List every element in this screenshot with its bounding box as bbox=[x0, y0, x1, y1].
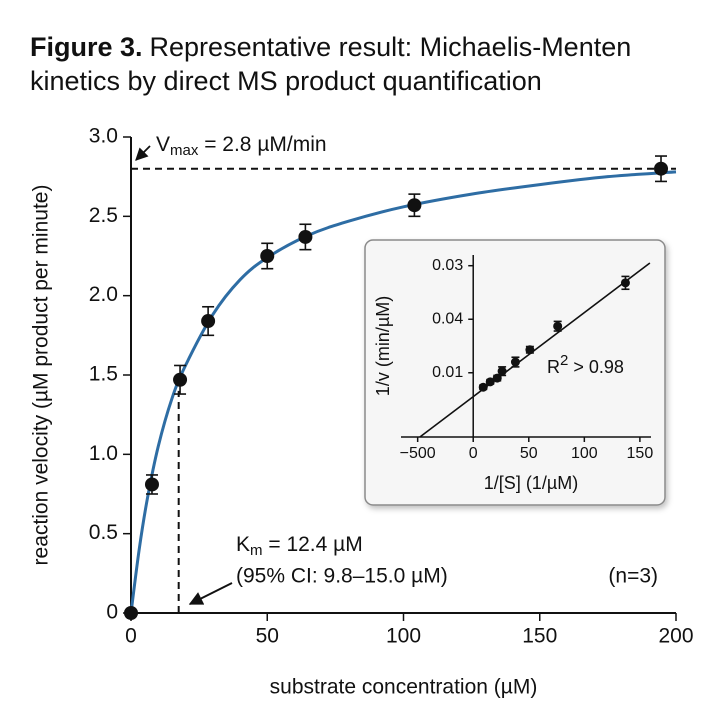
inset-panel bbox=[364, 239, 666, 506]
x-tick-label: 100 bbox=[386, 625, 421, 648]
n-label: (n=3) bbox=[608, 565, 658, 588]
x-tick-label: 200 bbox=[658, 625, 693, 648]
data-point bbox=[510, 357, 520, 367]
y-axis-label: reaction velocity (µM product per minute… bbox=[30, 185, 53, 566]
r2-label-sup: 2 bbox=[560, 352, 568, 369]
x-tick-label: 150 bbox=[627, 445, 654, 462]
chart-title: kinetics by direct MS product quantifica… bbox=[30, 66, 542, 96]
chart-title: Figure 3. Representative result: Michaeli… bbox=[30, 32, 631, 62]
r2-label-main: R bbox=[547, 357, 560, 377]
y-tick-label: 3.0 bbox=[89, 125, 118, 148]
y-tick-label: 0.5 bbox=[89, 521, 118, 544]
data-point bbox=[407, 198, 422, 213]
data-point bbox=[260, 249, 275, 263]
y-axis-label: 1/v (min/µM) bbox=[373, 296, 393, 396]
x-axis-label: 1/[S] (1/µM) bbox=[484, 473, 578, 493]
y-tick-label: 1.0 bbox=[89, 442, 118, 465]
r2-label-rest: > 0.98 bbox=[568, 357, 624, 377]
data-point bbox=[553, 321, 563, 331]
vmax-label-sub: max bbox=[170, 142, 199, 159]
title-figure: Figure 3. bbox=[30, 32, 143, 62]
data-point bbox=[173, 372, 188, 387]
title-line: Representative result: Michaelis-Menten bbox=[150, 32, 632, 62]
data-point bbox=[620, 278, 630, 288]
data-point bbox=[497, 366, 507, 376]
r2-label: R2 > 0.98 bbox=[547, 352, 624, 377]
y-tick-label: 0.01 bbox=[432, 364, 463, 381]
data-point bbox=[124, 606, 138, 620]
x-tick-label: 0 bbox=[125, 625, 137, 648]
km-label-rest: = 12.4 µM bbox=[263, 533, 363, 556]
data-point bbox=[298, 229, 313, 244]
km-label-main: K bbox=[236, 533, 250, 556]
x-tick-label: 50 bbox=[520, 445, 538, 462]
data-point bbox=[654, 161, 669, 176]
fit-curve bbox=[419, 262, 651, 438]
km-label-sub: m bbox=[250, 542, 263, 559]
data-point bbox=[485, 377, 495, 387]
data-point bbox=[525, 345, 535, 355]
fit-curve bbox=[129, 170, 677, 614]
y-tick-label: 1.5 bbox=[89, 363, 118, 386]
x-tick-label: 150 bbox=[522, 625, 557, 648]
ci-label: (95% CI: 9.8–15.0 µM) bbox=[236, 565, 448, 588]
data-point bbox=[201, 314, 216, 329]
y-tick-label: 0.04 bbox=[432, 310, 463, 327]
x-tick-label: 50 bbox=[256, 625, 279, 648]
x-tick-label: 0 bbox=[469, 445, 478, 462]
km-arrow bbox=[188, 582, 233, 605]
vmax-label-rest: = 2.8 µM/min bbox=[198, 133, 326, 156]
data-point bbox=[144, 477, 159, 492]
data-point bbox=[478, 382, 488, 392]
vmax-label: Vmax = 2.8 µM/min bbox=[156, 133, 327, 159]
x-tick-label: −500 bbox=[400, 445, 436, 462]
x-tick-label: 100 bbox=[571, 445, 598, 462]
y-tick-label: 2.5 bbox=[89, 204, 118, 227]
y-tick-label: 2.0 bbox=[89, 283, 118, 306]
y-tick-label: 0 bbox=[106, 601, 118, 624]
vmax-label-main: V bbox=[156, 133, 170, 156]
y-tick-label: 0.03 bbox=[432, 257, 463, 274]
x-axis-label: substrate concentration (µM) bbox=[270, 676, 538, 699]
vmax-arrow bbox=[135, 145, 151, 161]
km-label: Km = 12.4 µM bbox=[236, 533, 363, 559]
